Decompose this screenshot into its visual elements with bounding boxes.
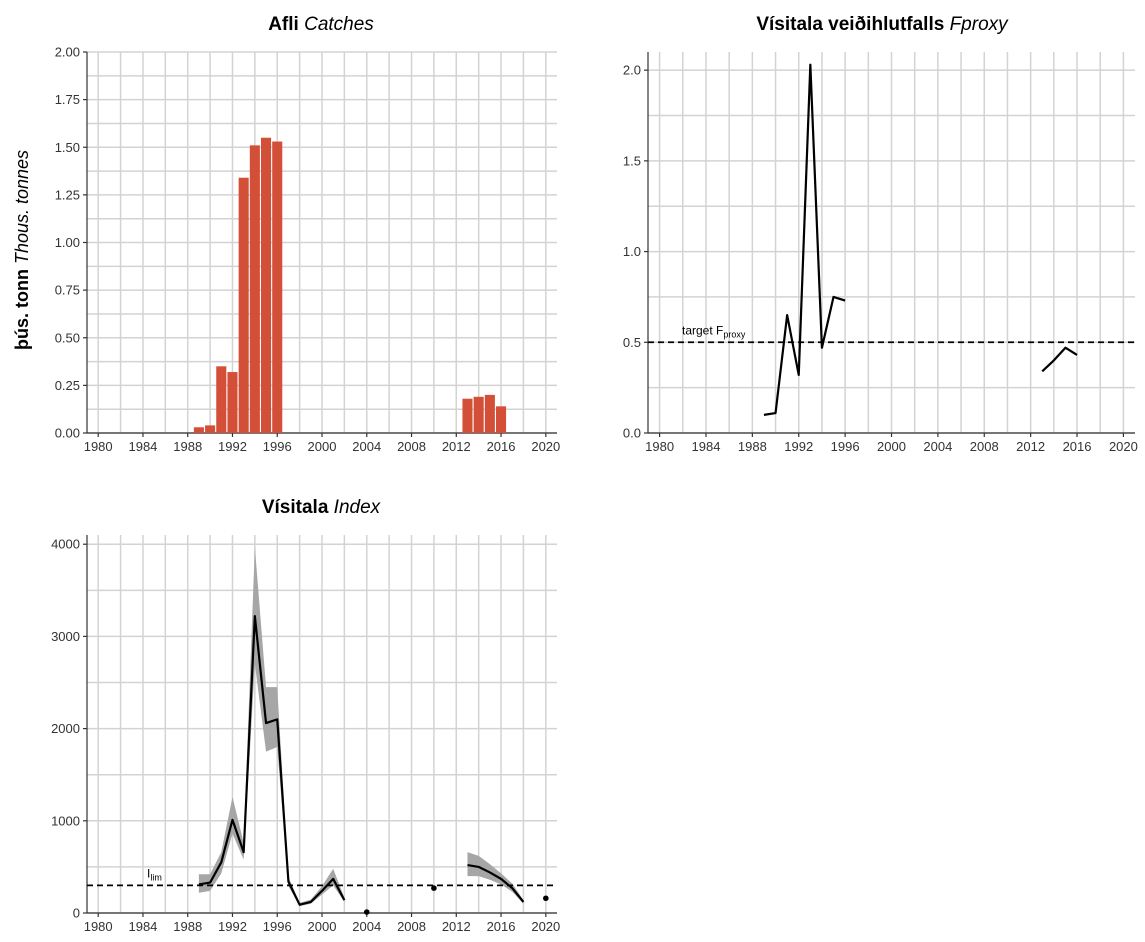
fproxy-x-tick-label: 2016 (1063, 439, 1092, 454)
fproxy-title-bold: Vísitala veiðihlutfalls (756, 14, 944, 35)
index-series-line (467, 863, 525, 903)
catches-y-tick-label: 0.75 (55, 283, 80, 298)
catches-bar (496, 406, 507, 433)
fproxy-y-tick-label: 0.0 (623, 426, 641, 441)
fproxy-x-tick-label: 1984 (692, 439, 721, 454)
fproxy-series-line (763, 63, 846, 416)
fproxy-series-line (1041, 346, 1078, 373)
catches-x-tick-label: 2016 (487, 439, 516, 454)
index-point (431, 885, 437, 891)
index-point (363, 909, 370, 915)
index-x-tick-label: 1984 (128, 919, 157, 934)
catches-y-tick-label: 1.75 (55, 92, 80, 107)
fproxy-y-tick-label: 2.0 (623, 63, 641, 78)
catches-bar (238, 177, 249, 433)
index-x-tick-label: 2004 (352, 919, 381, 934)
fproxy-x-tick-label: 2008 (970, 439, 999, 454)
index-x-tick-label: 1980 (84, 919, 113, 934)
index-title-italic: Index (334, 497, 382, 518)
fproxy-y-tick-label: 1.5 (623, 153, 641, 168)
catches-bar (227, 372, 238, 433)
catches-x-tick-label: 1996 (263, 439, 292, 454)
catches-title: Afli Catches (268, 14, 374, 35)
fproxy-x-tick-label: 1992 (784, 439, 813, 454)
index-confidence-band (198, 546, 345, 907)
catches-bar (473, 396, 484, 433)
catches-panel: Afli Catches 0.00 0.25 0.50 0.75 1.00 1.25 1.5… (55, 14, 561, 454)
catches-x-tick-label: 2012 (442, 439, 471, 454)
catches-x-tick-label: 2008 (397, 439, 426, 454)
catches-x-tick-label: 1984 (128, 439, 157, 454)
catches-y-tick-label: 1.50 (55, 140, 80, 155)
index-y-tick-label: 1000 (51, 813, 80, 828)
catches-title-italic: Catches (304, 14, 374, 35)
catches-bar (462, 398, 473, 433)
catches-y-tick-label: 0.50 (55, 330, 80, 345)
catches-bar (261, 137, 272, 433)
index-series-line (198, 615, 346, 906)
index-x-tick-label: 2016 (487, 919, 516, 934)
index-x-tick-label: 1988 (173, 919, 202, 934)
y-axis-label-italic: Thous. tonnes (12, 150, 32, 264)
y-axis-label: þús. tonn Thous. tonnes (12, 150, 32, 350)
catches-bar (193, 427, 204, 433)
fproxy-reference-label: target Fproxy (682, 323, 746, 339)
index-title: Vísitala Index (262, 497, 382, 518)
catches-x-tick-label: 1992 (218, 439, 247, 454)
fproxy-y-tick-label: 0.5 (623, 335, 641, 350)
index-x-tick-label: 2008 (397, 919, 426, 934)
catches-grid (87, 51, 557, 434)
catches-y-tick-label: 2.00 (55, 45, 80, 60)
catches-bar (272, 141, 283, 433)
index-y-tick-label: 0 (73, 906, 80, 921)
index-y-tick-label: 4000 (51, 537, 80, 552)
catches-bar (216, 366, 227, 433)
index-title-bold: Vísitala (262, 497, 329, 518)
index-point (543, 895, 549, 902)
catches-y-tick-label: 0.00 (55, 426, 80, 441)
catches-y-tick-label: 1.25 (55, 187, 80, 202)
catches-bar (484, 394, 495, 433)
catches-title-bold: Afli (268, 14, 299, 35)
index-x-tick-label: 2000 (308, 919, 337, 934)
catches-x-tick-label: 2000 (308, 439, 337, 454)
fproxy-x-tick-label: 2000 (877, 439, 906, 454)
index-panel: Vísitala Index 0 1000 2000 3000 4000 1980 1984… (51, 497, 560, 934)
catches-x-tick-label: 1988 (173, 439, 202, 454)
index-confidence-band (467, 852, 524, 904)
index-x-tick-label: 1992 (218, 919, 247, 934)
catches-bar (249, 145, 260, 433)
catches-y-tick-label: 0.25 (55, 378, 80, 393)
catches-x-tick-label: 1980 (84, 439, 113, 454)
catches-x-tick-label: 2020 (531, 439, 560, 454)
catches-x-tick-label: 2004 (352, 439, 381, 454)
index-x-tick-label: 2012 (442, 919, 471, 934)
fproxy-x-tick-label: 2004 (923, 439, 952, 454)
index-x-tick-label: 2020 (531, 919, 560, 934)
index-y-tick-label: 3000 (51, 629, 80, 644)
index-reference-label: Ilim (147, 866, 162, 882)
fproxy-title-italic: Fproxy (950, 14, 1010, 35)
index-grid (87, 535, 557, 914)
fproxy-title: Vísitala veiðihlutfalls Fproxy (756, 14, 1009, 35)
index-x-tick-label: 1996 (263, 919, 292, 934)
fproxy-x-tick-label: 1988 (738, 439, 767, 454)
catches-bar (205, 425, 216, 433)
fproxy-grid (648, 52, 1135, 434)
fproxy-x-tick-label: 1980 (645, 439, 674, 454)
fproxy-y-tick-label: 1.0 (623, 244, 641, 259)
fproxy-x-tick-label: 1996 (831, 439, 860, 454)
fproxy-panel: Vísitala veiðihlutfalls Fproxy 0.0 0.5 1.0… (623, 14, 1138, 454)
index-y-tick-label: 2000 (51, 721, 80, 736)
fproxy-x-tick-label: 2020 (1109, 439, 1138, 454)
y-axis-label-bold: þús. tonn (12, 269, 32, 350)
fproxy-x-tick-label: 2012 (1016, 439, 1045, 454)
catches-y-tick-label: 1.00 (55, 235, 80, 250)
